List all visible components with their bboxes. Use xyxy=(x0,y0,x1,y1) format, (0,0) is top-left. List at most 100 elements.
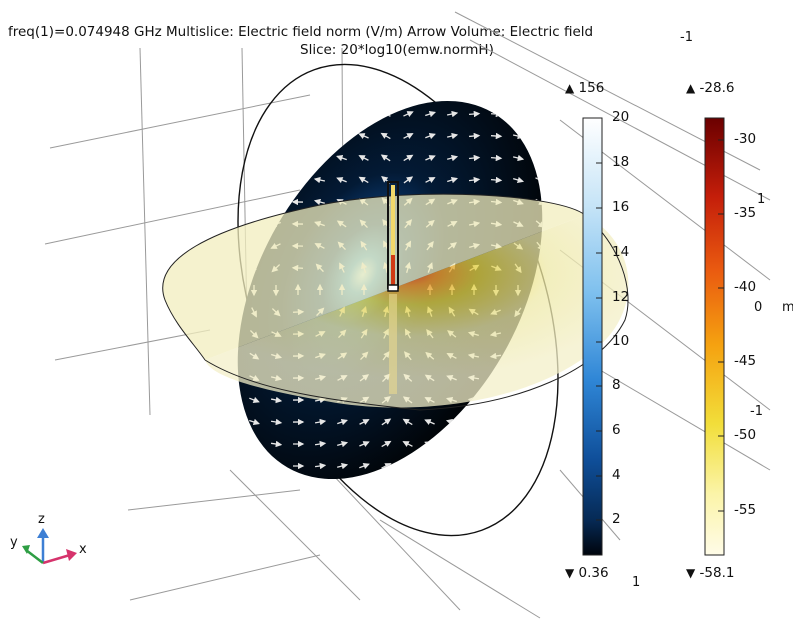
field-arrow xyxy=(402,485,413,492)
field-arrow xyxy=(227,418,238,425)
field-arrow xyxy=(204,66,215,73)
max-triangle-icon: ▲ xyxy=(686,81,696,95)
efield-colorbar-tick-label: 8 xyxy=(612,377,621,393)
field-arrow xyxy=(226,110,237,117)
field-arrow xyxy=(468,88,481,96)
field-arrow xyxy=(205,396,215,404)
colorbar-efield xyxy=(582,117,603,556)
efield-min-value: 0.36 xyxy=(578,565,609,581)
field-arrow xyxy=(247,132,259,140)
field-arrow xyxy=(269,132,282,140)
field-arrow xyxy=(513,176,525,184)
field-arrow xyxy=(269,176,282,184)
field-arrow xyxy=(270,506,283,514)
field-arrow xyxy=(425,110,436,118)
field-arrow xyxy=(490,176,503,184)
field-arrow xyxy=(445,462,458,470)
field-arrow xyxy=(336,154,347,162)
efield-colorbar-tick-label: 20 xyxy=(612,109,630,125)
field-arrow xyxy=(204,132,215,140)
field-arrow xyxy=(248,484,261,492)
field-arrow xyxy=(556,484,567,491)
field-arrow xyxy=(425,133,436,140)
field-arrow xyxy=(380,132,391,140)
field-arrow xyxy=(423,484,435,492)
field-arrow xyxy=(314,462,327,470)
field-arrow xyxy=(247,88,260,96)
field-arrow xyxy=(489,418,502,426)
field-arrow xyxy=(205,198,215,207)
hfield-plane xyxy=(162,193,629,411)
field-arrow xyxy=(314,418,327,426)
field-arrow xyxy=(270,462,283,470)
field-arrow xyxy=(490,110,503,118)
field-arrow xyxy=(358,111,369,118)
field-arrow xyxy=(425,155,436,162)
hfield-min-value: -58.1 xyxy=(699,565,735,581)
hfield-colorbar-tick-label: -40 xyxy=(734,279,757,295)
field-arrow xyxy=(227,462,238,469)
field-arrow xyxy=(336,177,347,184)
field-arrow xyxy=(557,154,568,162)
field-arrow xyxy=(359,441,370,448)
axis-label-top-minus1: -1 xyxy=(680,30,693,45)
field-arrow xyxy=(511,440,524,448)
field-arrow xyxy=(556,440,567,447)
field-arrow xyxy=(446,110,459,118)
min-triangle-icon: ▼ xyxy=(686,566,696,580)
field-arrow xyxy=(533,484,545,492)
field-arrow xyxy=(359,484,370,492)
field-arrow xyxy=(336,462,349,470)
field-arrow xyxy=(446,88,459,96)
field-arrow xyxy=(557,110,568,117)
field-arrow xyxy=(380,154,391,162)
field-arrow xyxy=(534,66,547,74)
field-arrow xyxy=(445,484,458,492)
triad-x-label: x xyxy=(79,542,87,557)
field-arrow xyxy=(314,484,327,492)
field-arrow xyxy=(359,463,370,470)
field-arrow xyxy=(269,198,282,206)
field-arrow xyxy=(534,418,545,425)
field-arrow xyxy=(511,484,524,492)
field-arrow xyxy=(468,176,481,184)
max-triangle-icon: ▲ xyxy=(565,81,575,95)
field-arrow xyxy=(270,418,283,426)
field-arrow xyxy=(556,462,567,469)
field-arrow xyxy=(489,440,502,448)
field-arrow xyxy=(403,176,414,184)
field-arrow xyxy=(314,440,327,448)
field-arrow xyxy=(535,88,547,96)
field-arrow xyxy=(467,506,480,514)
field-arrow xyxy=(424,441,435,448)
field-arrow xyxy=(381,440,392,448)
axis-label-right-1: 1 xyxy=(757,192,766,207)
plot-title-line1: freq(1)=0.074948 GHz Multislice: Electri… xyxy=(8,24,594,40)
hfield-min-label: ▼ -58.1 xyxy=(686,565,734,581)
efield-colorbar-tick-label: 16 xyxy=(612,199,630,215)
field-arrow xyxy=(249,440,261,448)
field-arrow xyxy=(358,88,369,96)
field-arrow xyxy=(425,177,436,183)
field-arrow xyxy=(467,462,480,470)
field-arrow xyxy=(270,440,283,448)
field-arrow xyxy=(467,484,480,492)
field-arrow xyxy=(534,440,545,448)
axis-label-unit: m xyxy=(782,300,793,315)
field-arrow xyxy=(403,133,414,139)
field-arrow xyxy=(381,418,392,426)
field-arrow xyxy=(227,396,238,404)
field-arrow xyxy=(205,506,216,513)
field-arrow xyxy=(205,484,216,491)
field-arrow xyxy=(425,88,437,96)
triad-y-label: y xyxy=(10,535,18,550)
field-arrow xyxy=(357,66,369,74)
field-arrow xyxy=(512,110,525,118)
field-arrow xyxy=(226,88,237,96)
plot-title-line2: Slice: 20*log10(emw.normH) xyxy=(300,42,494,58)
field-arrow xyxy=(424,462,435,470)
field-arrow xyxy=(511,418,524,426)
field-arrow xyxy=(380,89,391,96)
field-arrow xyxy=(556,418,567,426)
